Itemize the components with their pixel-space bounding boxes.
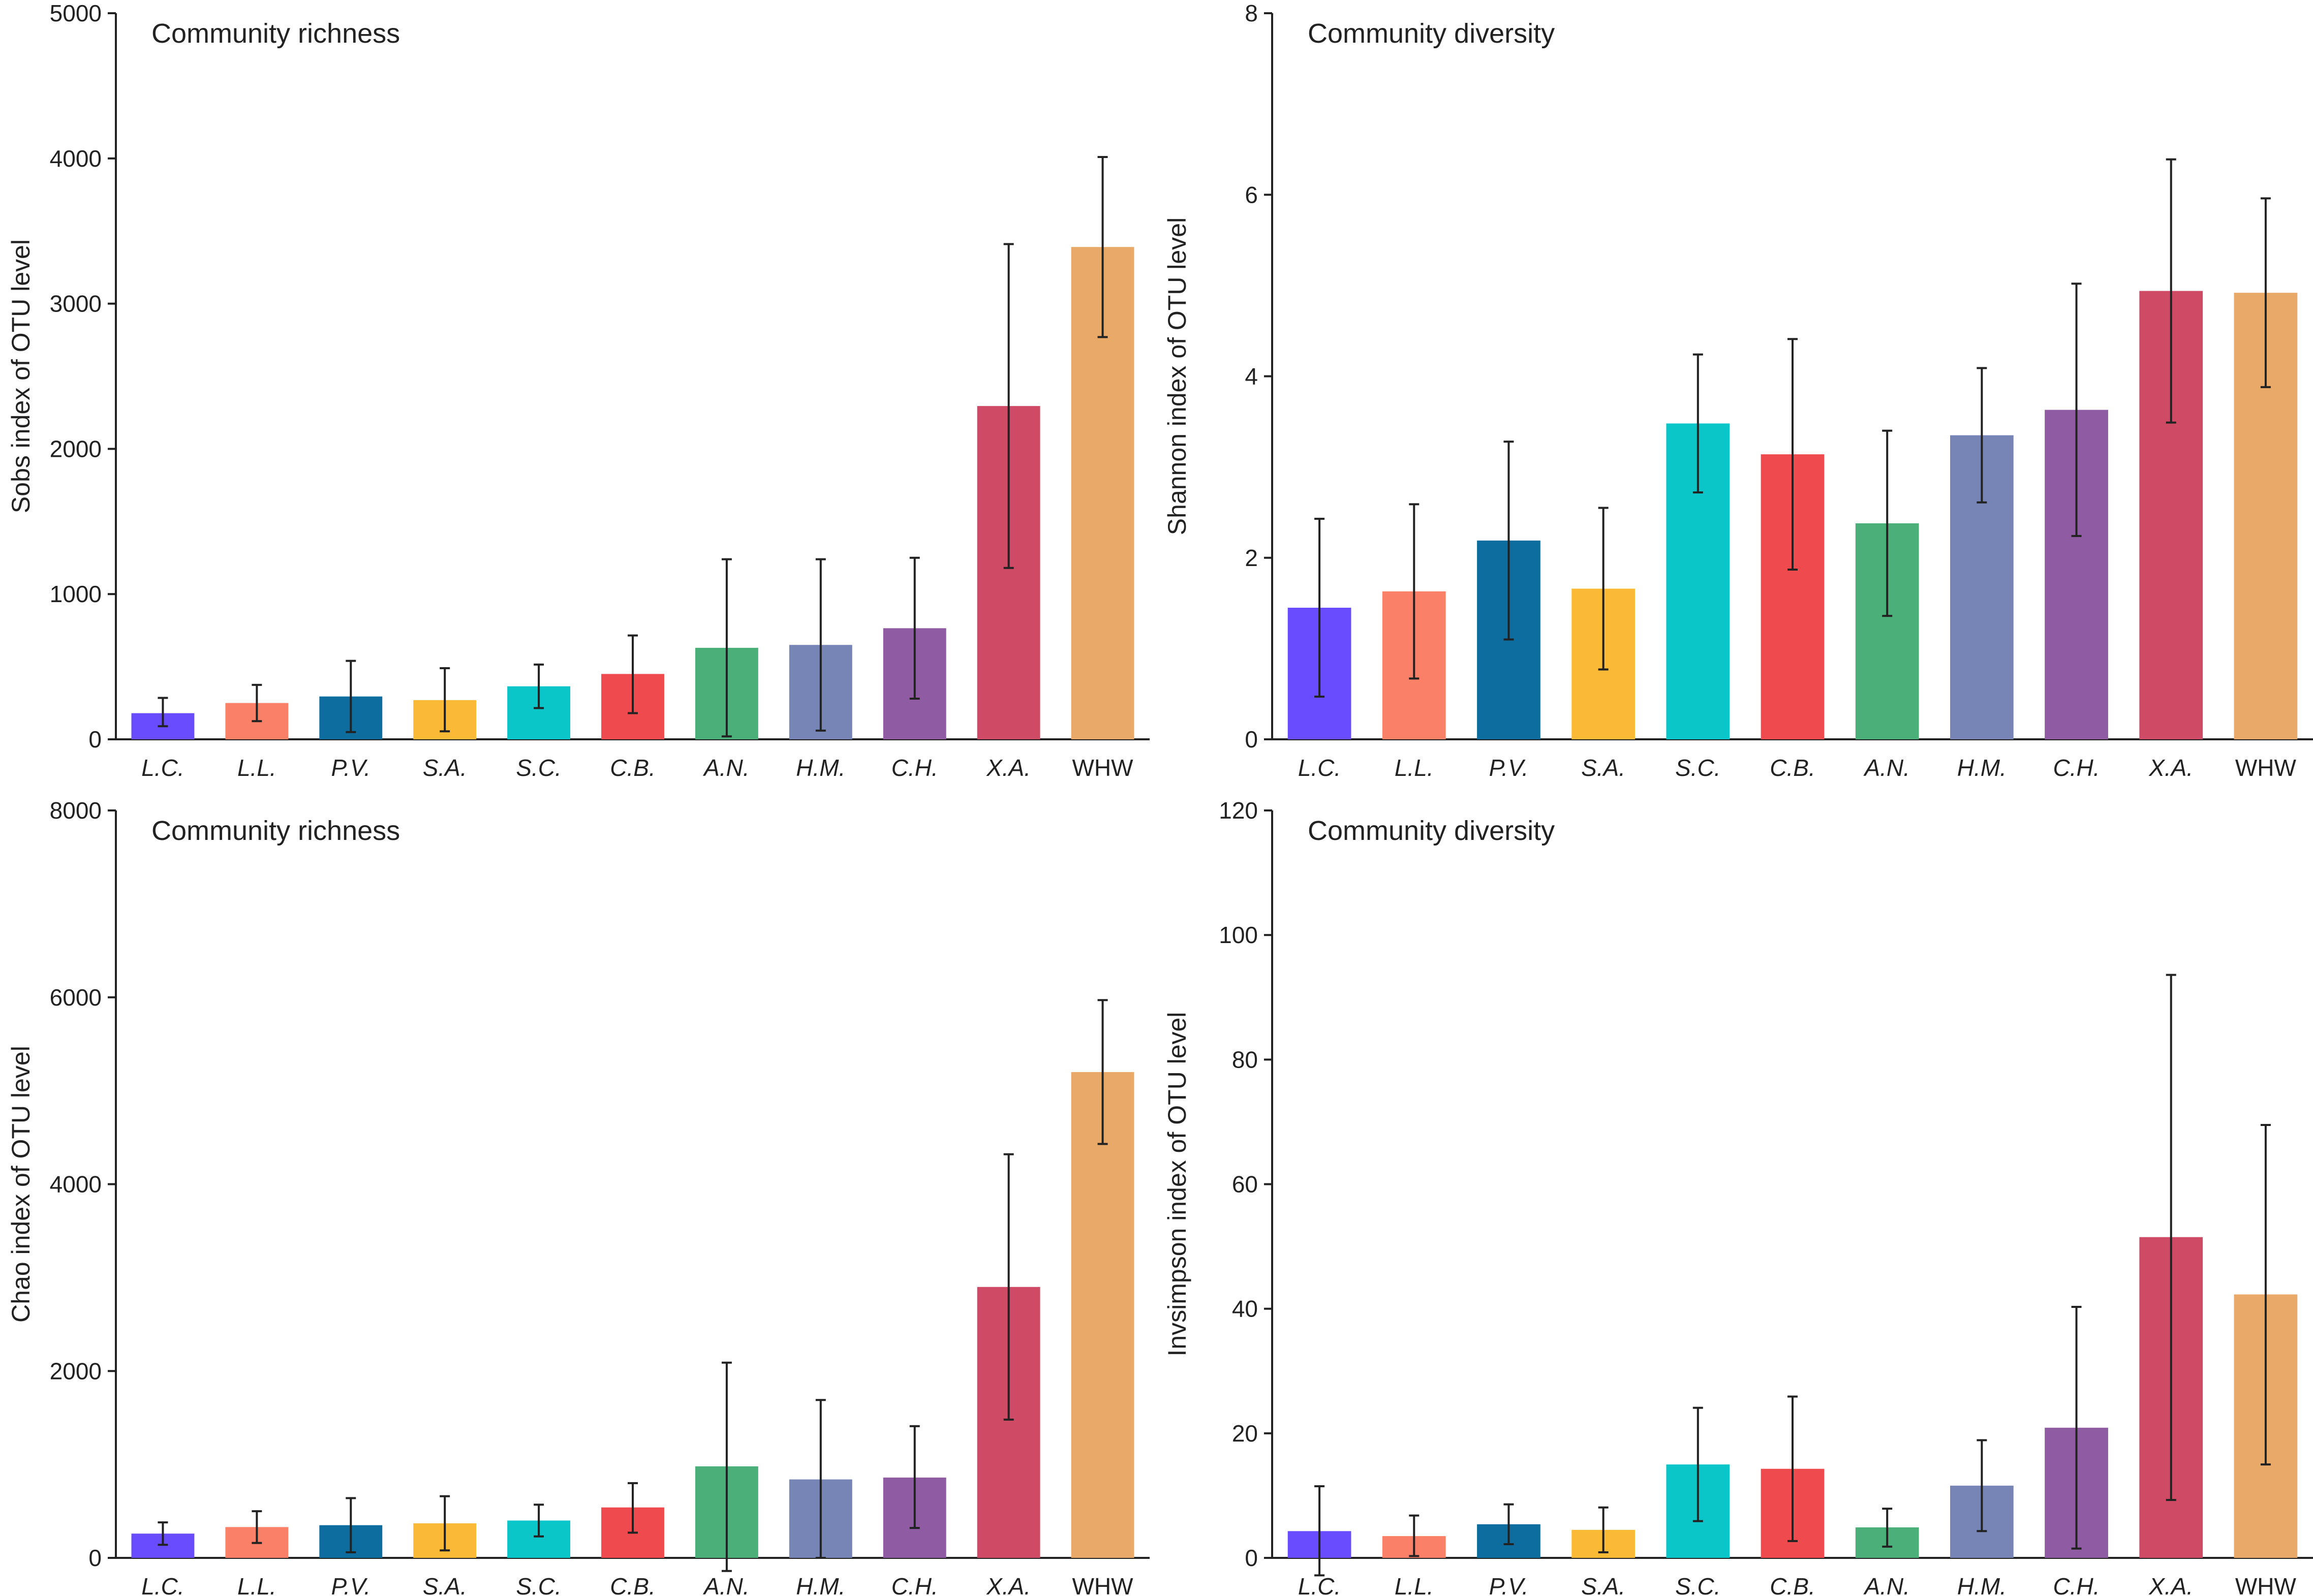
- panel-title: Community richness: [151, 816, 400, 846]
- y-tick-label: 4000: [50, 145, 102, 172]
- x-tick-label: C.B.: [1770, 755, 1815, 781]
- y-tick-label: 0: [1245, 1545, 1258, 1571]
- x-tick-label: P.V.: [331, 1573, 371, 1596]
- x-tick-label: A.N.: [1863, 1573, 1909, 1596]
- panel-title: Community diversity: [1308, 18, 1555, 49]
- x-tick-label: L.L.: [1395, 1573, 1434, 1596]
- y-tick-label: 2000: [50, 1358, 102, 1384]
- y-tick-label: 6000: [50, 984, 102, 1011]
- chart-panel-1: 0 1000 2000 3000 4000 5000 Sobs index of OTU l…: [7, 0, 1150, 781]
- panel-title: Community diversity: [1308, 816, 1555, 846]
- y-tick-label: 20: [1232, 1420, 1258, 1447]
- x-tick-label: X.A.: [2148, 1573, 2193, 1596]
- y-tick-label: 0: [1245, 726, 1258, 753]
- chart-panel-2: 0 2 4 6 8 Shannon index of OTU level Community…: [1163, 0, 2313, 781]
- x-tick-label: S.A.: [423, 1573, 467, 1596]
- x-tick-label: P.V.: [1489, 1573, 1529, 1596]
- y-tick-label: 8: [1245, 0, 1258, 26]
- x-tick-label: H.M.: [796, 755, 845, 781]
- y-tick-label: 100: [1219, 922, 1258, 948]
- x-tick-label: S.C.: [516, 1573, 561, 1596]
- x-tick-label: S.C.: [1675, 755, 1720, 781]
- x-tick-label: L.C.: [141, 1573, 184, 1596]
- y-tick-label: 40: [1232, 1296, 1258, 1322]
- y-axis-title: Invsimpson index of OTU level: [1163, 1012, 1191, 1356]
- x-tick-label: WHW: [1072, 1573, 1134, 1596]
- x-tick-label: H.M.: [1957, 755, 2007, 781]
- panel-title: Community richness: [151, 18, 400, 49]
- x-tick-label: L.C.: [141, 755, 184, 781]
- y-axis-title: Chao index of OTU level: [7, 1046, 35, 1323]
- x-tick-label: S.A.: [1581, 755, 1625, 781]
- y-tick-label: 6: [1245, 181, 1258, 208]
- x-tick-label: WHW: [2235, 755, 2297, 781]
- y-tick-label: 4: [1245, 363, 1258, 390]
- y-tick-label: 0: [88, 726, 102, 753]
- y-tick-label: 2000: [50, 435, 102, 462]
- x-tick-label: C.H.: [2053, 1573, 2100, 1596]
- x-tick-label: C.B.: [1770, 1573, 1815, 1596]
- x-tick-label: H.M.: [796, 1573, 845, 1596]
- x-tick-label: X.A.: [986, 1573, 1031, 1596]
- x-tick-label: C.H.: [891, 755, 938, 781]
- x-tick-label: L.C.: [1298, 755, 1341, 781]
- y-tick-label: 5000: [50, 0, 102, 26]
- x-tick-label: WHW: [2235, 1573, 2297, 1596]
- x-tick-label: A.N.: [1863, 755, 1909, 781]
- y-tick-label: 3000: [50, 291, 102, 317]
- y-tick-label: 1000: [50, 581, 102, 607]
- x-tick-label: H.M.: [1957, 1573, 2007, 1596]
- y-tick-label: 80: [1232, 1046, 1258, 1073]
- y-tick-label: 0: [88, 1545, 102, 1571]
- x-tick-label: S.A.: [423, 755, 467, 781]
- y-tick-label: 4000: [50, 1171, 102, 1198]
- y-axis-title: Shannon index of OTU level: [1163, 217, 1191, 535]
- x-tick-label: X.A.: [2148, 755, 2193, 781]
- x-tick-label: C.B.: [610, 1573, 655, 1596]
- y-tick-label: 8000: [50, 797, 102, 824]
- x-tick-label: X.A.: [986, 755, 1031, 781]
- x-tick-label: S.C.: [516, 755, 561, 781]
- chart-panel-3: 0 2000 4000 6000 8000 Chao index of OTU level…: [7, 797, 1150, 1596]
- y-axis-title: Sobs index of OTU level: [7, 239, 35, 513]
- x-tick-label: A.N.: [702, 1573, 749, 1596]
- bar-WHW: [1071, 1072, 1134, 1558]
- x-tick-label: S.C.: [1675, 1573, 1720, 1596]
- x-tick-label: L.L.: [1395, 755, 1434, 781]
- y-tick-label: 60: [1232, 1171, 1258, 1198]
- x-tick-label: P.V.: [1489, 755, 1529, 781]
- x-tick-label: A.N.: [702, 755, 749, 781]
- x-tick-label: S.A.: [1581, 1573, 1625, 1596]
- x-tick-label: WHW: [1072, 755, 1134, 781]
- x-tick-label: C.H.: [2053, 755, 2100, 781]
- x-tick-label: L.L.: [237, 1573, 276, 1596]
- x-tick-label: C.H.: [891, 1573, 938, 1596]
- x-tick-label: L.C.: [1298, 1573, 1341, 1596]
- y-tick-label: 2: [1245, 545, 1258, 571]
- x-tick-label: P.V.: [331, 755, 371, 781]
- x-tick-label: C.B.: [610, 755, 655, 781]
- x-tick-label: L.L.: [237, 755, 276, 781]
- chart-panel-4: 0 20 40 60 80 100 120 Invsimpson index of OTU l…: [1163, 797, 2313, 1596]
- y-tick-label: 120: [1219, 797, 1258, 824]
